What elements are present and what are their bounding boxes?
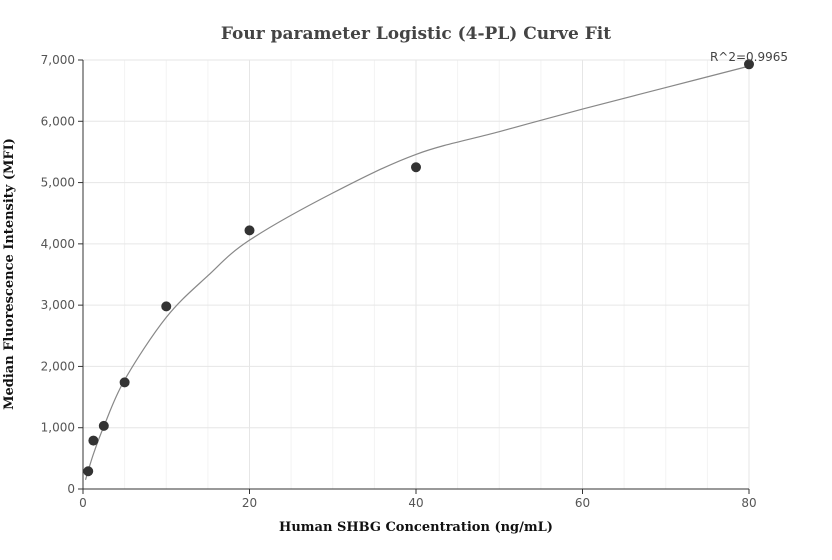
r-squared-annotation: R^2=0.9965 bbox=[710, 50, 788, 64]
data-point bbox=[88, 435, 99, 446]
y-tick-label: 0 bbox=[67, 482, 75, 496]
data-point bbox=[161, 301, 172, 312]
x-tick-label: 60 bbox=[575, 496, 590, 510]
x-tick-label: 40 bbox=[408, 496, 423, 510]
y-tick-label: 3,000 bbox=[41, 298, 75, 312]
y-axis-title: Median Fluorescence Intensity (MFI) bbox=[2, 138, 17, 410]
data-points bbox=[83, 59, 754, 477]
chart-title: Four parameter Logistic (4-PL) Curve Fit bbox=[221, 24, 611, 44]
data-point bbox=[411, 162, 421, 173]
data-point bbox=[98, 420, 109, 431]
x-tick-label: 80 bbox=[741, 496, 756, 510]
y-tick-label: 2,000 bbox=[41, 359, 75, 373]
x-axis-ticks: 0 20 40 60 80 bbox=[79, 489, 757, 510]
y-tick-label: 5,000 bbox=[41, 176, 75, 190]
fit-curve bbox=[84, 65, 750, 480]
data-point bbox=[119, 377, 130, 388]
x-axis-title: Human SHBG Concentration (ng/mL) bbox=[279, 520, 553, 535]
x-tick-label: 20 bbox=[242, 496, 257, 510]
data-point bbox=[744, 59, 754, 70]
y-axis-ticks: 0 1,000 2,000 3,000 4,000 5,000 6,000 7,000 bbox=[41, 53, 83, 496]
y-tick-label: 7,000 bbox=[41, 53, 75, 67]
y-tick-label: 4,000 bbox=[41, 237, 75, 251]
data-point bbox=[244, 225, 255, 236]
y-tick-label: 1,000 bbox=[41, 421, 75, 435]
x-tick-label: 0 bbox=[79, 496, 87, 510]
data-point bbox=[83, 466, 94, 477]
y-tick-label: 6,000 bbox=[41, 114, 75, 128]
grid bbox=[83, 59, 750, 489]
